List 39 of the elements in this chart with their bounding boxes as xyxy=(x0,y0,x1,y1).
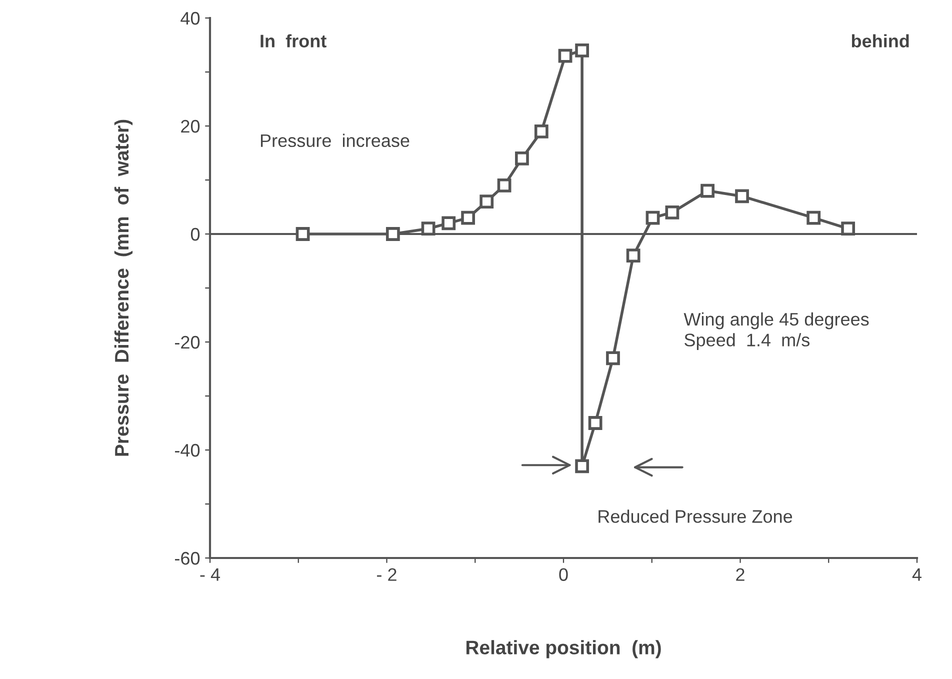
annotation: Wing angle 45 degrees Speed 1.4 m/s xyxy=(684,312,869,350)
y-tick-label: -40 xyxy=(174,444,200,457)
x-tick-label: 0 xyxy=(559,568,568,581)
point xyxy=(480,194,494,209)
y-tick-label: 40 xyxy=(180,12,200,25)
point xyxy=(575,459,590,474)
annotation: Reduced Pressure Zone xyxy=(598,510,792,523)
point xyxy=(806,210,821,225)
point xyxy=(497,178,512,192)
point xyxy=(735,189,749,204)
x-tick-label: - 4 xyxy=(200,568,220,581)
point xyxy=(575,43,590,58)
y-tick-label: -20 xyxy=(174,336,200,349)
point xyxy=(534,124,548,138)
y-tick-label: 0 xyxy=(190,228,200,241)
point xyxy=(515,151,529,166)
point xyxy=(558,48,572,63)
point xyxy=(700,184,714,198)
point xyxy=(588,416,602,430)
point xyxy=(386,227,400,241)
annotation: In front xyxy=(260,34,326,48)
point xyxy=(461,210,475,225)
x-tick-label: 4 xyxy=(912,568,922,581)
y-tick-label: 20 xyxy=(181,120,200,133)
point xyxy=(296,227,310,241)
x-axis-title: Relative position (m) xyxy=(466,640,661,658)
point xyxy=(606,351,620,366)
y-axis-title: Pressure Difference (mm of water) xyxy=(114,120,133,456)
point xyxy=(646,210,660,225)
point xyxy=(442,216,456,230)
point xyxy=(665,205,680,220)
x-tick-label: 2 xyxy=(736,568,744,581)
point xyxy=(626,248,640,263)
annotation: Pressure increase xyxy=(260,134,410,148)
point xyxy=(421,222,436,236)
point xyxy=(841,222,856,236)
annotation: behind xyxy=(852,34,909,48)
x-tick-label: - 2 xyxy=(377,568,396,581)
y-tick-label: -60 xyxy=(174,552,200,565)
